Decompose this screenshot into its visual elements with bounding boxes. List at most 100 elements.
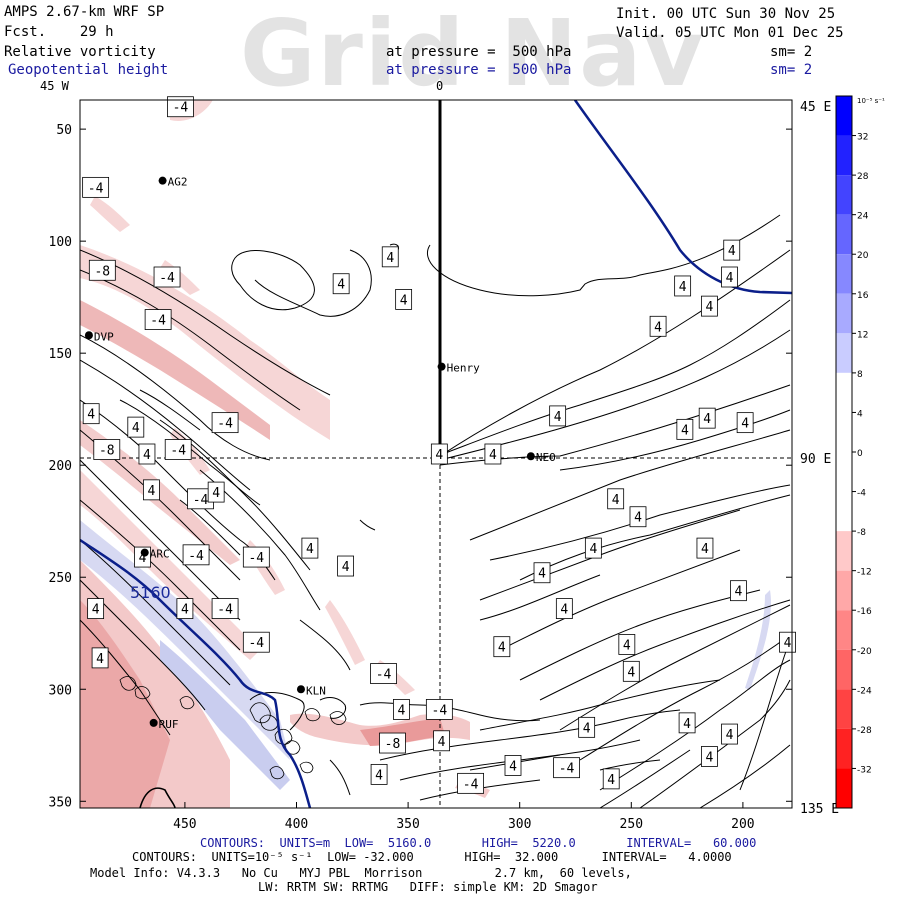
contour-label-box [430, 443, 448, 465]
contour-label: 4 [560, 603, 568, 618]
lon-label-right: 135 E [800, 802, 839, 817]
colorbar-swatch [836, 491, 852, 532]
model-title: AMPS 2.67-km WRF SP [4, 4, 165, 20]
contour-label: 4 [681, 423, 689, 438]
contour-label: 4 [726, 728, 734, 743]
colorbar-swatch [836, 293, 852, 334]
contour-label-box [701, 746, 718, 767]
contour-label: 4 [683, 717, 691, 732]
contour-label: 4 [589, 542, 597, 557]
x-tick-label: 300 [508, 817, 531, 832]
contour-label: 4 [92, 603, 100, 618]
station-label: ARC [150, 548, 170, 561]
colorbar-swatch [836, 531, 852, 571]
contour-label: 4 [143, 448, 151, 463]
contour-label-box [93, 439, 121, 460]
contour-label: 4 [306, 542, 314, 557]
colorbar-label: 12 [857, 330, 868, 340]
contour-label: 4 [706, 750, 714, 765]
y-tick-label: 350 [49, 795, 72, 810]
contour-label-box [649, 315, 667, 337]
contour-label: 4 [342, 560, 350, 575]
field-height: Geopotential height [8, 62, 169, 78]
colorbar-label: -16 [857, 607, 872, 617]
contour-label-box [484, 443, 502, 465]
contour-label: 4 [728, 244, 736, 259]
contour-label: -4 [193, 493, 209, 508]
contour-label-box [182, 544, 210, 566]
x-tick-label: 250 [620, 817, 643, 832]
colorbar-label: 28 [857, 172, 869, 182]
colorbar-swatch [836, 452, 852, 492]
station-label: NEO [536, 451, 556, 464]
vorticity-shading [80, 100, 771, 808]
y-tick-label: 300 [49, 683, 72, 698]
contour-label-box [676, 418, 694, 440]
station-marker [84, 331, 93, 340]
colorbar-label: -24 [857, 686, 872, 696]
station-label: DVP [94, 330, 114, 343]
y-tick-label: 200 [49, 459, 72, 474]
contour-label-box [555, 598, 573, 619]
contour-label-box [153, 266, 181, 288]
smoothing-height: sm= 2 [770, 62, 813, 78]
colorbar-swatch [836, 214, 852, 255]
station-label: Henry [447, 362, 480, 375]
contour-label: 4 [583, 721, 591, 736]
forecast-hour: Fcst. 29 h [4, 24, 114, 40]
contour-label: 4 [139, 551, 147, 566]
contour-label: 4 [701, 542, 709, 557]
colorbar-swatch [836, 135, 852, 176]
contour-label-box [164, 439, 192, 460]
contour-label: -4 [88, 181, 104, 196]
contour-label-box [721, 723, 738, 745]
footer-model-info: Model Info: V4.3.3 No Cu MYJ PBL Morriso… [90, 866, 632, 880]
colorbar-swatch [836, 728, 852, 769]
colorbar-label: 32 [857, 133, 868, 143]
contour-label-box [618, 634, 636, 655]
contour-label-box [721, 266, 738, 288]
colorbar-swatch [836, 372, 852, 413]
x-tick-label: 200 [731, 817, 754, 832]
contour-label: -4 [159, 271, 175, 286]
contour-label-box [337, 555, 355, 577]
contour-label: -4 [217, 417, 233, 432]
colorbar-unit: 10⁻⁵ s⁻¹ [857, 97, 885, 105]
contour-label-box [533, 562, 551, 584]
contour-label-box [301, 537, 319, 559]
contour-label-box [207, 481, 225, 503]
station-marker [149, 718, 158, 727]
colorbar-swatch [836, 96, 852, 136]
contour-label: 4 [623, 638, 631, 653]
contour-label-box [701, 295, 718, 317]
contour-label: 4 [132, 421, 140, 436]
contour-label-box [91, 647, 109, 669]
contour-label-box [549, 405, 567, 427]
colorbar-label: 24 [857, 212, 869, 222]
contour-label-box [395, 289, 413, 310]
contour-label: -4 [173, 101, 189, 116]
contour-label: 4 [634, 511, 642, 526]
contour-label-box [584, 537, 602, 559]
colorbar-swatch [836, 175, 852, 215]
contour-label: 4 [554, 410, 562, 425]
vorticity-contours [80, 214, 791, 808]
contour-label: 4 [438, 735, 446, 750]
contour-label: 4 [654, 320, 662, 335]
contour-label: 4 [706, 300, 714, 315]
contour-label-box [504, 755, 522, 776]
station-marker [296, 685, 305, 694]
contour-label: -4 [248, 551, 264, 566]
contour-label-box [736, 412, 754, 434]
contour-label-box [82, 403, 100, 425]
colorbar-swatch [836, 768, 852, 808]
contour-label-box [167, 96, 194, 118]
y-tick-label: 250 [49, 571, 72, 586]
contour-label-box [433, 730, 450, 752]
station-label: KLN [306, 684, 326, 697]
contour-label-box [602, 768, 620, 790]
pressure-height: at pressure = 500 hPa [386, 62, 572, 78]
contour-label: 4 [489, 448, 497, 463]
colorbar-label: -28 [857, 726, 872, 736]
